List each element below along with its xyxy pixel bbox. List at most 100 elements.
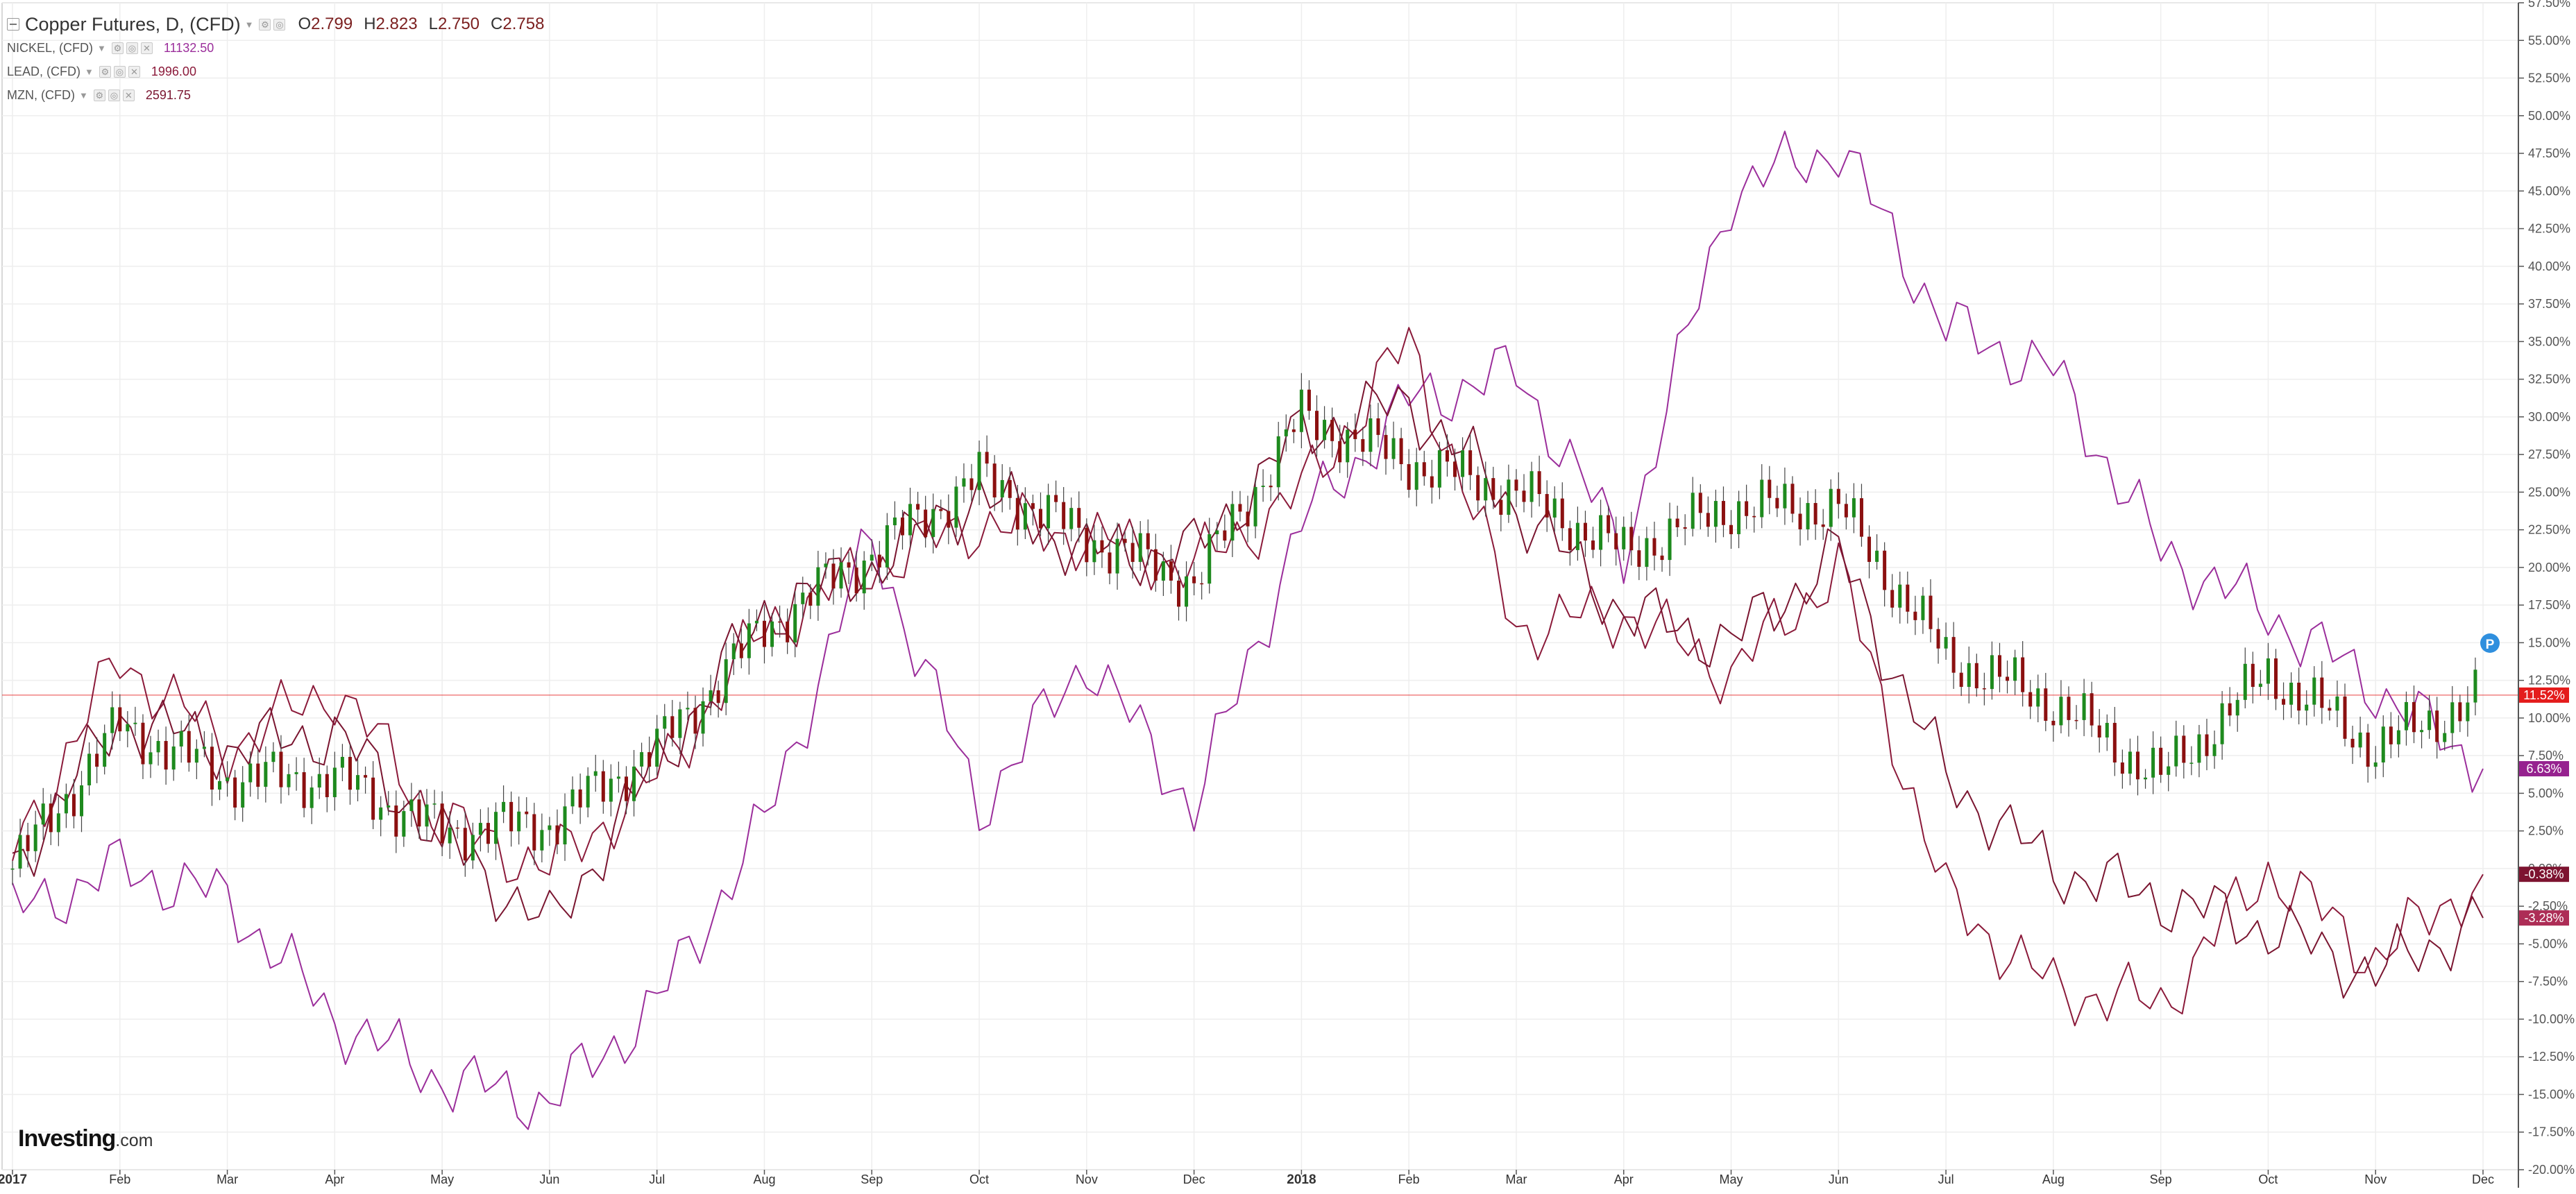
candlestick[interactable]: [2282, 682, 2286, 720]
candlestick[interactable]: [1652, 521, 1656, 571]
candlestick[interactable]: [977, 440, 981, 506]
candlestick[interactable]: [1637, 536, 1641, 581]
candlestick[interactable]: [847, 552, 851, 584]
candlestick[interactable]: [831, 549, 836, 605]
candlestick[interactable]: [1015, 484, 1019, 546]
collapse-legend-button[interactable]: [7, 18, 19, 31]
candlestick[interactable]: [33, 810, 37, 862]
settings-icon[interactable]: ⚙: [111, 42, 124, 54]
p-marker[interactable]: P: [2480, 633, 2500, 653]
candlestick[interactable]: [2144, 769, 2148, 789]
candlestick[interactable]: [2335, 680, 2339, 728]
candlestick[interactable]: [1353, 413, 1357, 452]
candlestick[interactable]: [2151, 731, 2155, 794]
candlestick[interactable]: [2443, 720, 2447, 751]
candlestick[interactable]: [877, 540, 881, 583]
candlestick[interactable]: [2343, 683, 2347, 747]
candlestick[interactable]: [486, 807, 490, 853]
candlestick[interactable]: [1967, 646, 1971, 703]
candlestick[interactable]: [1836, 472, 1840, 519]
candlestick[interactable]: [1813, 489, 1817, 540]
candlestick[interactable]: [1208, 518, 1212, 594]
candlestick[interactable]: [839, 547, 843, 598]
candlestick[interactable]: [118, 694, 122, 742]
candlestick[interactable]: [1675, 505, 1679, 537]
candlestick[interactable]: [2112, 706, 2117, 776]
candlestick[interactable]: [1130, 527, 1135, 579]
candlestick[interactable]: [939, 500, 943, 520]
candlestick[interactable]: [1291, 418, 1296, 443]
candlestick[interactable]: [502, 785, 506, 824]
y-axis[interactable]: 57.50% 55.00% 52.50% 50.00% 47.50% 45.00% 42.5…: [2518, 0, 2575, 1177]
candlestick[interactable]: [248, 751, 253, 797]
candlestick[interactable]: [563, 793, 567, 861]
candlestick[interactable]: [870, 539, 874, 572]
candlestick[interactable]: [1583, 511, 1587, 557]
candlestick[interactable]: [41, 787, 45, 840]
candlestick[interactable]: [317, 757, 321, 799]
close-icon[interactable]: ✕: [140, 42, 153, 54]
candlestick[interactable]: [1484, 461, 1488, 517]
candlestick[interactable]: [1031, 494, 1035, 526]
candlestick[interactable]: [2159, 736, 2163, 783]
candlestick[interactable]: [1323, 406, 1327, 449]
candlestick[interactable]: [632, 750, 636, 817]
candlestick[interactable]: [985, 435, 989, 477]
candlestick[interactable]: [1783, 467, 1787, 525]
candlestick[interactable]: [1062, 487, 1066, 545]
candlestick[interactable]: [2235, 692, 2239, 732]
candlestick[interactable]: [156, 729, 160, 766]
candlestick[interactable]: [747, 608, 751, 675]
candlestick[interactable]: [1368, 404, 1373, 467]
candlestick[interactable]: [1330, 407, 1334, 458]
candlestick[interactable]: [1299, 373, 1303, 449]
candlestick[interactable]: [1246, 495, 1250, 543]
candlestick[interactable]: [509, 791, 514, 847]
candlestick[interactable]: [1790, 476, 1795, 523]
candlestick[interactable]: [885, 513, 889, 581]
candlestick[interactable]: [1568, 520, 1572, 566]
candlestick[interactable]: [1115, 522, 1119, 590]
candlestick[interactable]: [279, 735, 283, 804]
candlestick[interactable]: [1307, 380, 1311, 420]
candlestick[interactable]: [808, 583, 813, 620]
hide-icon[interactable]: ◎: [108, 89, 120, 101]
candlestick[interactable]: [294, 757, 298, 791]
candlestick[interactable]: [540, 813, 544, 863]
candlestick[interactable]: [1284, 414, 1288, 452]
candlestick[interactable]: [1775, 486, 1779, 518]
candlestick[interactable]: [1176, 570, 1180, 621]
candlestick[interactable]: [1123, 531, 1127, 552]
candlestick[interactable]: [409, 783, 414, 827]
candlestick[interactable]: [2450, 685, 2455, 750]
candlestick[interactable]: [1453, 448, 1457, 491]
candlestick[interactable]: [969, 463, 974, 502]
candlestick[interactable]: [448, 811, 452, 859]
candlestick[interactable]: [1338, 425, 1342, 473]
candlestick[interactable]: [1660, 547, 1664, 572]
candlestick[interactable]: [931, 493, 935, 554]
hide-icon[interactable]: ◎: [273, 18, 286, 31]
candlestick[interactable]: [754, 609, 759, 631]
candlestick[interactable]: [87, 742, 92, 796]
candlestick[interactable]: [1192, 562, 1196, 596]
candlestick[interactable]: [2427, 694, 2432, 739]
candlestick[interactable]: [1883, 542, 1887, 607]
candlestick[interactable]: [2067, 686, 2071, 737]
candlestick[interactable]: [1713, 489, 1718, 543]
candlestick[interactable]: [801, 577, 805, 618]
candlestick[interactable]: [364, 766, 368, 794]
candlestick[interactable]: [1806, 491, 1810, 540]
candlestick[interactable]: [241, 766, 245, 822]
hide-icon[interactable]: ◎: [126, 42, 138, 54]
candlestick[interactable]: [570, 776, 575, 815]
chevron-down-icon[interactable]: ▼: [85, 66, 94, 77]
candlestick[interactable]: [371, 761, 375, 830]
candlestick[interactable]: [2458, 694, 2462, 733]
candlestick[interactable]: [2381, 715, 2385, 778]
candlestick[interactable]: [862, 551, 866, 610]
candlestick[interactable]: [2182, 725, 2186, 779]
settings-icon[interactable]: ⚙: [93, 89, 105, 101]
candlestick[interactable]: [2328, 699, 2332, 721]
